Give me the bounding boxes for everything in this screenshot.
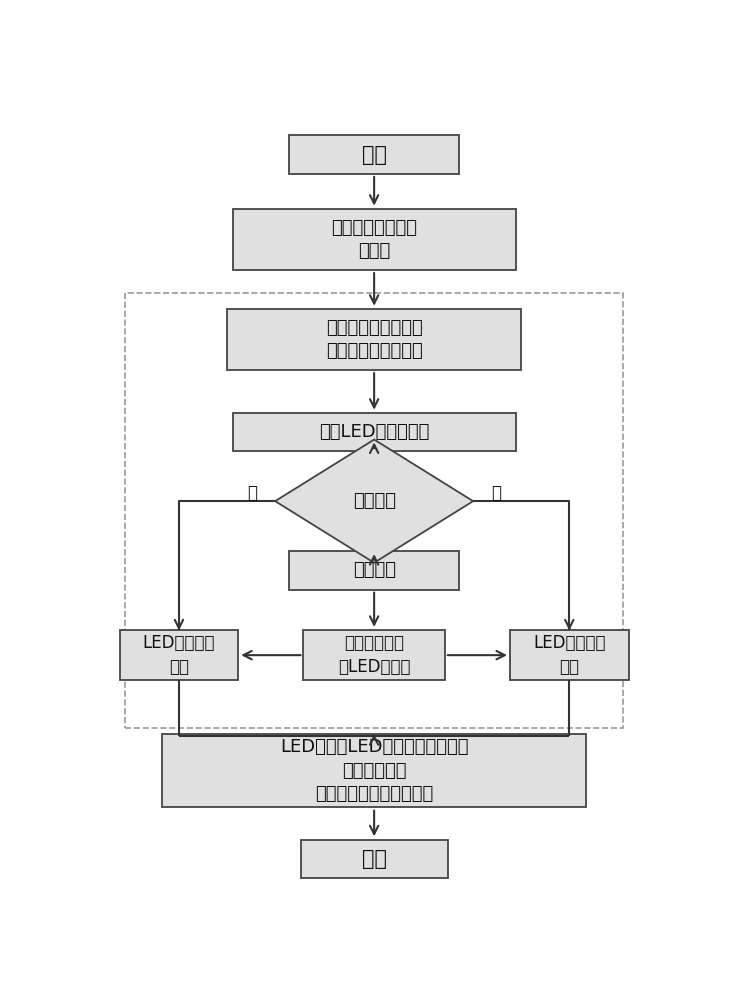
FancyBboxPatch shape bbox=[233, 209, 515, 270]
FancyBboxPatch shape bbox=[162, 734, 586, 807]
Text: 亮度传感器确
定LED灯亮度: 亮度传感器确 定LED灯亮度 bbox=[338, 634, 410, 676]
FancyBboxPatch shape bbox=[289, 551, 459, 590]
Text: LED灯高频率
闪烁: LED灯高频率 闪烁 bbox=[142, 634, 215, 676]
FancyBboxPatch shape bbox=[301, 840, 447, 878]
FancyBboxPatch shape bbox=[289, 135, 459, 174]
Text: 危险等级: 危险等级 bbox=[353, 492, 396, 510]
FancyBboxPatch shape bbox=[304, 630, 445, 680]
Text: 摄像头识别行人及
障碍物: 摄像头识别行人及 障碍物 bbox=[331, 219, 417, 260]
FancyBboxPatch shape bbox=[120, 630, 238, 680]
FancyBboxPatch shape bbox=[233, 413, 515, 451]
Text: 开始: 开始 bbox=[361, 145, 387, 165]
Text: 高: 高 bbox=[247, 484, 258, 502]
Text: 确定障碍物相对驾驶
人坐标系的相对坐标: 确定障碍物相对驾驶 人坐标系的相对坐标 bbox=[326, 319, 423, 360]
Text: 低: 低 bbox=[491, 484, 501, 502]
Text: 室内亮度: 室内亮度 bbox=[353, 561, 396, 579]
Text: LED灯低频率
闪烁: LED灯低频率 闪烁 bbox=[533, 634, 606, 676]
Text: LED灯组中LED点亮位置、点亮亮
度、闪烁频率
声音预警模块滴滴声频率: LED灯组中LED点亮位置、点亮亮 度、闪烁频率 声音预警模块滴滴声频率 bbox=[280, 738, 469, 803]
FancyBboxPatch shape bbox=[510, 630, 629, 680]
Text: 决定LED灯点亮位置: 决定LED灯点亮位置 bbox=[319, 423, 429, 441]
Polygon shape bbox=[275, 440, 473, 563]
FancyBboxPatch shape bbox=[227, 309, 521, 370]
Text: 结束: 结束 bbox=[361, 849, 387, 869]
